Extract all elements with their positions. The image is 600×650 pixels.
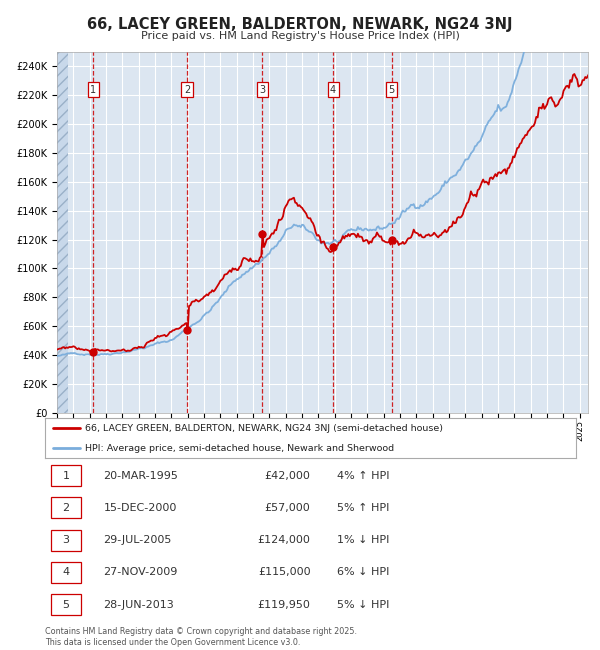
Text: 6% ↓ HPI: 6% ↓ HPI xyxy=(337,567,389,577)
Text: 2: 2 xyxy=(62,503,70,513)
Text: 5: 5 xyxy=(62,600,70,610)
Text: 4: 4 xyxy=(330,85,336,95)
Text: £42,000: £42,000 xyxy=(265,471,311,480)
Text: £57,000: £57,000 xyxy=(265,503,311,513)
FancyBboxPatch shape xyxy=(52,497,80,519)
Text: 5: 5 xyxy=(389,85,395,95)
Text: 66, LACEY GREEN, BALDERTON, NEWARK, NG24 3NJ: 66, LACEY GREEN, BALDERTON, NEWARK, NG24… xyxy=(87,16,513,32)
FancyBboxPatch shape xyxy=(52,530,80,551)
Text: 66, LACEY GREEN, BALDERTON, NEWARK, NG24 3NJ (semi-detached house): 66, LACEY GREEN, BALDERTON, NEWARK, NG24… xyxy=(85,424,443,432)
Text: 3: 3 xyxy=(62,535,70,545)
Text: £115,000: £115,000 xyxy=(258,567,311,577)
Text: 4% ↑ HPI: 4% ↑ HPI xyxy=(337,471,389,480)
FancyBboxPatch shape xyxy=(52,562,80,583)
Text: Contains HM Land Registry data © Crown copyright and database right 2025.
This d: Contains HM Land Registry data © Crown c… xyxy=(45,627,357,647)
FancyBboxPatch shape xyxy=(52,594,80,615)
Text: 15-DEC-2000: 15-DEC-2000 xyxy=(103,503,177,513)
Text: 1% ↓ HPI: 1% ↓ HPI xyxy=(337,535,389,545)
Text: 1: 1 xyxy=(62,471,70,480)
FancyBboxPatch shape xyxy=(52,465,80,486)
Text: 3: 3 xyxy=(259,85,265,95)
Text: 27-NOV-2009: 27-NOV-2009 xyxy=(103,567,178,577)
Text: £124,000: £124,000 xyxy=(257,535,311,545)
Text: Price paid vs. HM Land Registry's House Price Index (HPI): Price paid vs. HM Land Registry's House … xyxy=(140,31,460,41)
Text: 5% ↑ HPI: 5% ↑ HPI xyxy=(337,503,389,513)
Text: £119,950: £119,950 xyxy=(257,600,311,610)
Text: 2: 2 xyxy=(184,85,190,95)
Text: 28-JUN-2013: 28-JUN-2013 xyxy=(103,600,174,610)
Text: 1: 1 xyxy=(90,85,97,95)
Bar xyxy=(57,52,68,413)
Text: 29-JUL-2005: 29-JUL-2005 xyxy=(103,535,172,545)
Text: 20-MAR-1995: 20-MAR-1995 xyxy=(103,471,178,480)
Text: HPI: Average price, semi-detached house, Newark and Sherwood: HPI: Average price, semi-detached house,… xyxy=(85,444,394,452)
Text: 5% ↓ HPI: 5% ↓ HPI xyxy=(337,600,389,610)
Text: 4: 4 xyxy=(62,567,70,577)
